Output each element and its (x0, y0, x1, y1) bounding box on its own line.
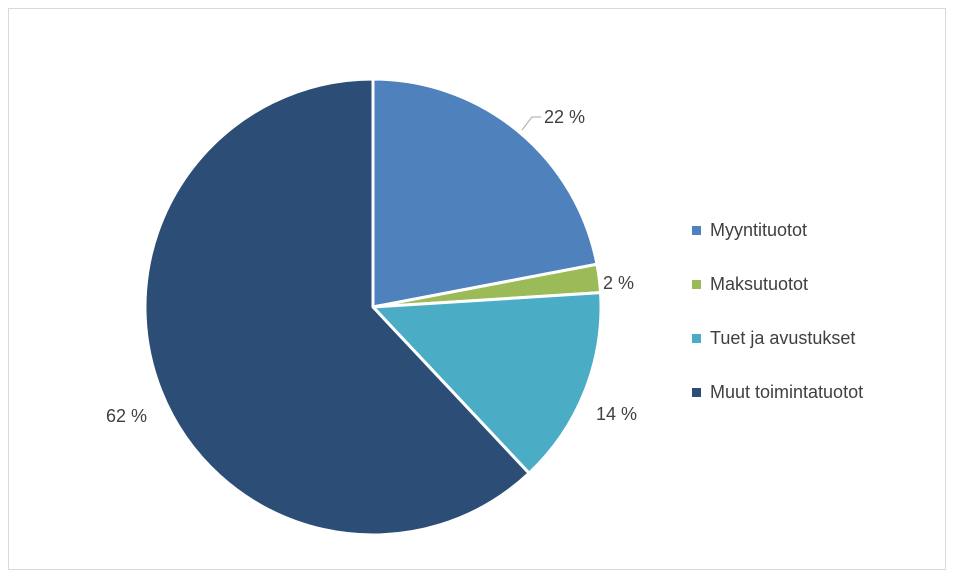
legend-item-tuet-ja-avustukset: Tuet ja avustukset (692, 324, 863, 352)
legend-item-maksutuotot: Maksutuotot (692, 270, 863, 298)
legend-label-maksutuotot: Maksutuotot (710, 273, 809, 294)
pie-slices (143, 77, 603, 537)
legend-label-myyntituotot: Myyntituotot (710, 219, 808, 240)
data-label-myyntituotot: 22 % (544, 107, 585, 127)
legend-label-muut-toimintatuotot: Muut toimintatuotot (710, 381, 864, 402)
legend-swatch-muut-toimintatuotot (692, 387, 701, 397)
legend: Myyntituotot Maksutuotot Tuet ja avustuk… (692, 216, 863, 432)
legend-swatch-tuet-ja-avustukset (692, 333, 701, 343)
pie-slice-myyntituotot (371, 77, 599, 309)
pie-slice-muut-toimintatuotot (143, 77, 531, 537)
data-label-tuet-ja-avustukset: 14 % (596, 404, 637, 424)
legend-swatch-maksutuotot (692, 279, 701, 289)
legend-swatch-myyntituotot (692, 225, 701, 235)
legend-item-myyntituotot: Myyntituotot (692, 216, 863, 244)
pie-slice-tuet-ja-avustukset (371, 291, 603, 475)
legend-item-muut-toimintatuotot: Muut toimintatuotot (692, 378, 863, 406)
leader-line-myyntituotot (521, 116, 541, 131)
data-labels: 22 % 2 % 14 % 62 % (106, 107, 637, 426)
legend-label-tuet-ja-avustukset: Tuet ja avustukset (710, 327, 856, 348)
data-label-maksutuotot: 2 % (603, 273, 634, 293)
data-label-muut-toimintatuotot: 62 % (106, 406, 147, 426)
